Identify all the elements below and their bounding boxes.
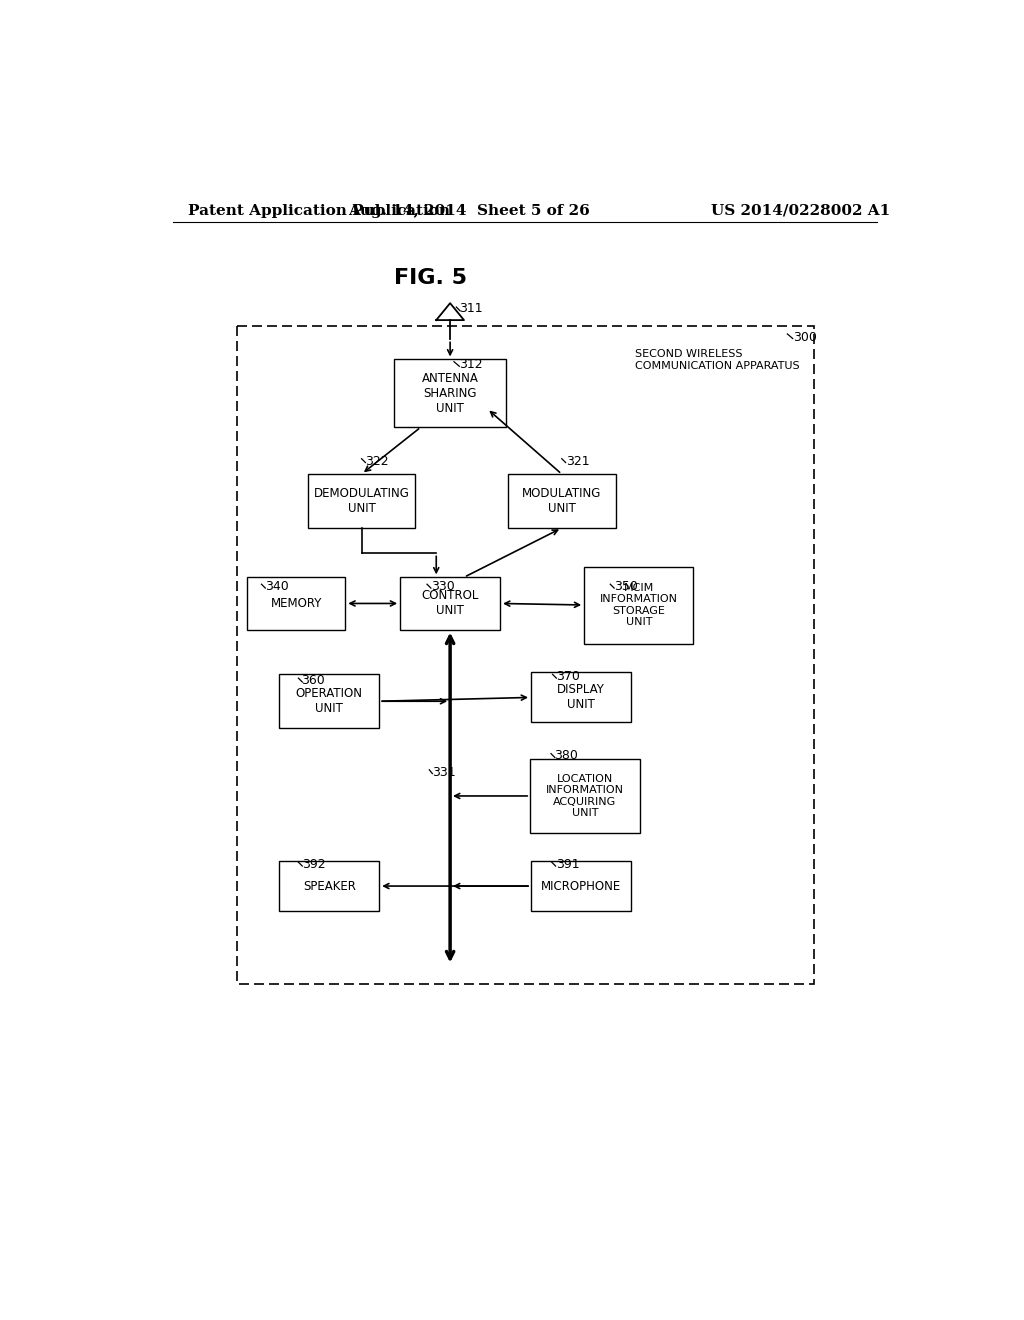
Text: DEMODULATING
UNIT: DEMODULATING UNIT [313,487,410,515]
Text: US 2014/0228002 A1: US 2014/0228002 A1 [711,203,890,218]
Text: MICROPHONE: MICROPHONE [541,879,622,892]
Text: SPEAKER: SPEAKER [303,879,355,892]
Text: 380: 380 [554,750,578,763]
Text: 311: 311 [460,302,483,315]
Text: Patent Application Publication: Patent Application Publication [188,203,451,218]
Text: MCIM
INFORMATION
STORAGE
UNIT: MCIM INFORMATION STORAGE UNIT [600,582,678,627]
Bar [394,359,506,428]
Text: 340: 340 [265,579,289,593]
Text: OPERATION
UNIT: OPERATION UNIT [296,688,362,715]
Bar [508,474,615,528]
Bar [584,566,693,644]
Text: 322: 322 [366,454,389,467]
Text: 312: 312 [460,358,483,371]
Text: 360: 360 [301,675,326,686]
Bar [530,759,640,833]
Text: 321: 321 [565,454,589,467]
Text: 350: 350 [614,579,638,593]
Text: ANTENNA
SHARING
UNIT: ANTENNA SHARING UNIT [422,372,478,414]
Bar [280,861,379,911]
Bar [531,672,631,722]
Text: LOCATION
INFORMATION
ACQUIRING
UNIT: LOCATION INFORMATION ACQUIRING UNIT [546,774,624,818]
Text: 330: 330 [431,579,455,593]
Text: 300: 300 [793,330,816,343]
Bar [531,861,631,911]
Text: CONTROL
UNIT: CONTROL UNIT [422,590,479,618]
Bar [280,675,379,729]
Bar [307,474,416,528]
Text: DISPLAY
UNIT: DISPLAY UNIT [557,684,605,711]
Text: MEMORY: MEMORY [270,597,322,610]
Bar [400,577,500,630]
Text: 331: 331 [432,766,456,779]
Text: FIG. 5: FIG. 5 [394,268,467,288]
Text: 370: 370 [556,671,581,684]
Bar [247,577,345,630]
Text: 392: 392 [302,858,326,871]
Text: SECOND WIRELESS
COMMUNICATION APPARATUS: SECOND WIRELESS COMMUNICATION APPARATUS [635,350,800,371]
Text: Aug. 14, 2014  Sheet 5 of 26: Aug. 14, 2014 Sheet 5 of 26 [348,203,590,218]
Text: MODULATING
UNIT: MODULATING UNIT [522,487,601,515]
Text: 391: 391 [556,858,580,871]
